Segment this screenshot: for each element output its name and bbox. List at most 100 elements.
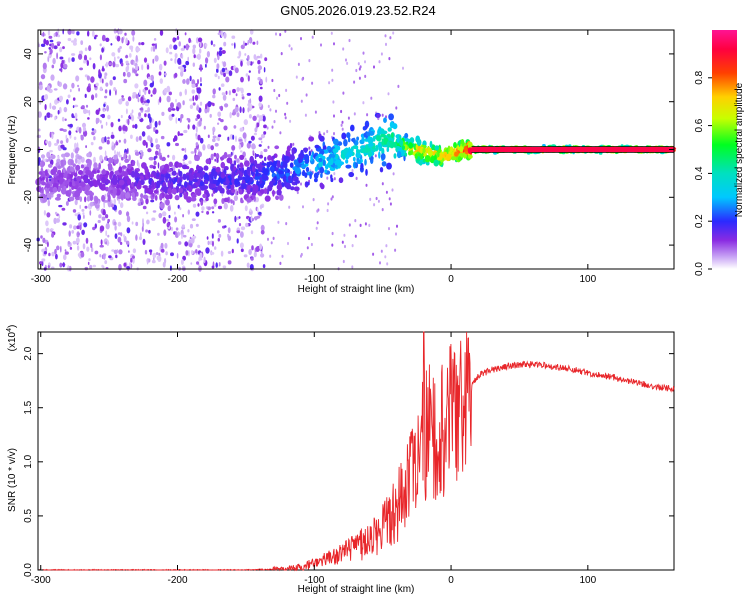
spectrogram-noise-cell [75,237,80,244]
spectrogram-noise-cell [377,199,380,203]
spectrogram-noise-cell [99,254,102,258]
spectrogram-ridge-cell [318,157,323,163]
x-tick-label: -300 [31,575,51,586]
spectrogram-ridge-cell [334,160,340,165]
spectrogram-noise-cell [217,219,221,223]
spectrogram-noise-cell [150,142,154,148]
spectrogram-noise-cell [103,109,106,112]
spectrogram-noise-cell [114,224,117,231]
spectrogram-noise-cell [92,226,96,231]
spectrogram-noise-cell [113,221,117,226]
spectrogram-noise-cell [125,60,129,64]
spectrogram-noise-cell [51,133,54,140]
spectrogram-noise-cell [119,46,122,49]
spectrogram-noise-cell [381,113,384,117]
spectrogram-noise-cell [214,158,216,162]
spectrogram-ridge-cell [141,162,147,169]
spectrogram-noise-cell [260,204,262,210]
spectrogram-noise-cell [85,104,89,108]
spectrogram-noise-cell [118,151,121,158]
spectrogram-noise-cell [94,223,98,229]
spectrogram-noise-cell [45,220,49,227]
spectrogram-ridge-cell [391,132,394,139]
spectrogram-noise-cell [105,155,108,160]
spectrogram-noise-cell [396,224,398,228]
spectrogram-noise-cell [163,60,167,66]
spectrogram-noise-cell [81,208,85,212]
spectrogram-noise-cell [98,214,102,219]
spectrogram-noise-cell [51,251,55,257]
spectrogram-noise-cell [164,242,168,249]
spectrogram-noise-cell [217,75,220,80]
spectrogram-ridge-cell [202,193,207,199]
spectrogram-ridge-cell [124,158,130,163]
spectrogram-noise-cell [243,254,248,258]
spectrogram-noise-cell [388,227,390,231]
spectrogram-noise-cell [358,76,361,80]
spectrogram-noise-cell [216,63,220,70]
spectrogram-noise-cell [92,62,96,70]
spectrogram-ridge-cell [449,146,454,153]
spectrogram-noise-cell [102,253,106,260]
spectrogram-ridge-cell [332,138,339,145]
spectrogram-noise-cell [238,216,241,219]
spectrogram-ridge-cell [269,181,274,188]
spectrogram-noise-cell [51,64,55,69]
spectrogram-ridge-cell [63,159,67,166]
spectrogram-ridge-cell [332,148,339,154]
spectrogram-noise-cell [209,113,212,118]
spectrogram-noise-cell [120,202,124,209]
spectrogram-noise-cell [206,211,210,215]
spectrogram-noise-cell [65,134,68,140]
spectrogram-noise-cell [159,96,162,103]
spectrogram-noise-cell [267,237,269,241]
y-tick-label: 0 [23,146,34,152]
spectrogram-ridge-cell [69,174,73,179]
spectrogram-ridge-cell [356,136,359,141]
spectrogram-noise-cell [116,35,121,42]
spectrogram-noise-cell [138,162,140,169]
spectrogram-noise-cell [353,80,356,84]
spectrogram-ridge-cell [421,148,426,154]
spectrogram-ridge-cell [231,172,235,180]
spectrogram-noise-cell [82,212,85,215]
spectrogram-noise-cell [150,94,153,97]
spectrogram-ridge-cell [134,151,140,156]
spectrogram-noise-cell [199,137,204,144]
spectrogram-noise-cell [179,91,183,97]
spectrogram-noise-cell [178,41,181,47]
spectrogram-ridge-cell [274,175,277,181]
spectrogram-noise-cell [194,147,197,155]
spectrogram-noise-cell [168,214,171,219]
spectrogram-noise-cell [91,128,95,131]
spectrogram-noise-cell [235,135,237,143]
spectrogram-ridge-cell [188,179,193,186]
spectrogram-noise-cell [227,260,232,265]
spectrogram-ridge-cell [234,154,237,160]
spectrogram-noise-cell [238,139,243,142]
spectrogram-ridge-cell [278,170,284,175]
spectrogram-noise-cell [384,255,387,259]
spectrogram-noise-cell [348,223,351,227]
spectrogram-ridge-cell [350,124,355,132]
spectrogram-noise-cell [217,205,223,210]
spectrogram-noise-cell [132,255,135,259]
spectrogram-noise-cell [224,225,227,228]
spectrogram-noise-cell [392,31,395,35]
spectrogram-ridge-cell [192,178,198,183]
spectrogram-ridge-cell [275,195,280,201]
spectrogram-noise-cell [86,60,90,66]
spectrogram-noise-cell [95,93,98,98]
spectrogram-noise-cell [200,66,202,72]
spectrogram-ridge-cell [148,156,154,161]
spectrogram-noise-cell [71,230,75,234]
spectrogram-noise-cell [246,142,251,149]
spectrogram-noise-cell [146,258,149,265]
spectrogram-ridge-cell [119,191,125,196]
spectrogram-noise-cell [72,209,77,213]
spectrogram-ridge-cell [348,171,355,178]
spectrogram-noise-cell [217,122,220,125]
spectrogram-ridge-cell [259,176,263,185]
spectrogram-ridge-cell [367,136,374,145]
spectrogram-noise-cell [238,50,242,57]
